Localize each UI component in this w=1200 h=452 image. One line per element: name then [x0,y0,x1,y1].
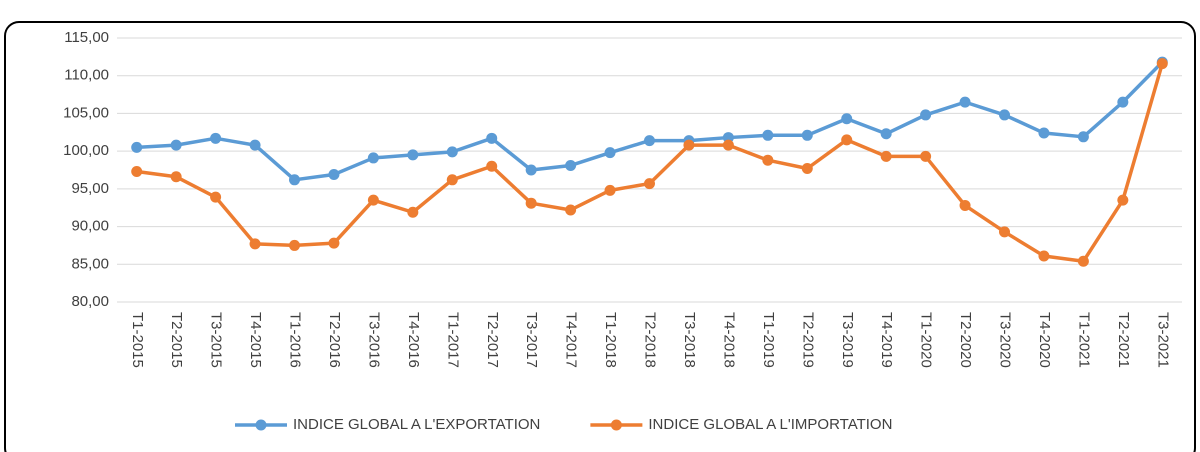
data-point [249,139,261,151]
x-tick-label: T1-2018 [602,312,619,368]
x-tick-label: T2-2017 [484,312,501,368]
data-point [959,96,971,108]
data-point [1077,131,1089,143]
data-point [131,141,143,153]
y-tick-label: 115,00 [64,29,109,46]
x-tick-label: T4-2016 [405,312,422,368]
x-tick-label: T2-2021 [1115,312,1132,368]
data-point [604,184,616,196]
x-tick-label: T2-2019 [799,312,816,368]
x-tick-label: T1-2019 [760,312,777,368]
data-point [644,178,655,190]
x-tick-label: T1-2020 [918,312,935,368]
x-tick-label: T1-2021 [1075,312,1092,368]
data-point [367,152,379,164]
x-tick-label: T4-2018 [720,312,737,368]
data-point [486,132,498,144]
data-point [841,113,853,125]
x-tick-label: T2-2018 [642,312,659,368]
y-tick-label: 100,00 [63,142,109,159]
data-point [328,237,340,249]
x-tick-label: T1-2017 [444,312,461,368]
x-tick-label: T4-2020 [1036,312,1053,368]
legend-marker [610,419,622,431]
data-point [565,159,577,171]
data-point [170,171,182,183]
x-tick-label: T3-2020 [997,312,1014,368]
data-point [1117,194,1129,206]
y-tick-label: 95,00 [71,180,109,197]
x-tick-label: T1-2016 [287,312,304,368]
data-point [762,154,774,166]
x-tick-label: T4-2017 [563,312,580,368]
data-point [446,146,458,158]
legend-marker [255,419,267,431]
data-point [722,132,734,144]
data-point [959,199,971,211]
x-tick-label: T3-2021 [1154,312,1171,368]
x-tick-label: T2-2020 [957,312,974,368]
data-point [1117,96,1129,108]
legend-label: INDICE GLOBAL A L'EXPORTATION [293,416,540,433]
x-tick-label: T3-2017 [523,312,540,368]
data-point [1077,255,1089,267]
data-point [722,139,734,151]
x-tick-label: T3-2019 [839,312,856,368]
data-point [999,109,1010,121]
x-tick-label: T2-2016 [326,312,343,368]
data-point [920,109,932,121]
data-point [446,174,458,186]
data-point [289,174,300,186]
data-point [1038,127,1050,139]
chart-frame [4,21,1196,452]
data-point [644,135,655,147]
data-point [999,226,1010,238]
data-point [880,150,892,162]
data-point [525,197,537,209]
data-point [762,129,774,141]
data-point [801,129,813,141]
data-point [486,160,498,172]
data-point [920,150,932,162]
x-tick-label: T4-2019 [878,312,895,368]
y-tick-label: 110,00 [64,67,109,84]
data-point [367,194,379,206]
data-point [210,191,222,203]
data-point [1156,58,1168,70]
y-tick-label: 85,00 [71,255,109,272]
data-point [880,128,892,140]
data-point [170,139,182,151]
x-tick-label: T4-2015 [247,312,264,368]
data-point [604,147,616,159]
data-point [1038,250,1050,262]
data-point [328,169,340,181]
data-point [407,206,419,218]
data-point [565,204,577,216]
x-tick-label: T3-2016 [365,312,382,368]
data-point [841,134,853,146]
data-point [210,132,222,144]
y-tick-label: 90,00 [71,218,109,235]
y-tick-label: 105,00 [63,104,109,121]
data-point [683,139,695,151]
data-point [131,166,143,178]
data-point [289,239,300,251]
x-tick-label: T1-2015 [129,312,146,368]
y-tick-label: 80,00 [71,293,109,310]
legend-label: INDICE GLOBAL A L'IMPORTATION [648,416,892,433]
data-point [801,162,813,174]
x-tick-label: T2-2015 [168,312,185,368]
x-tick-label: T3-2018 [681,312,698,368]
data-point [407,149,419,161]
data-point [249,238,261,250]
x-tick-label: T3-2015 [208,312,225,368]
data-point [525,164,537,176]
